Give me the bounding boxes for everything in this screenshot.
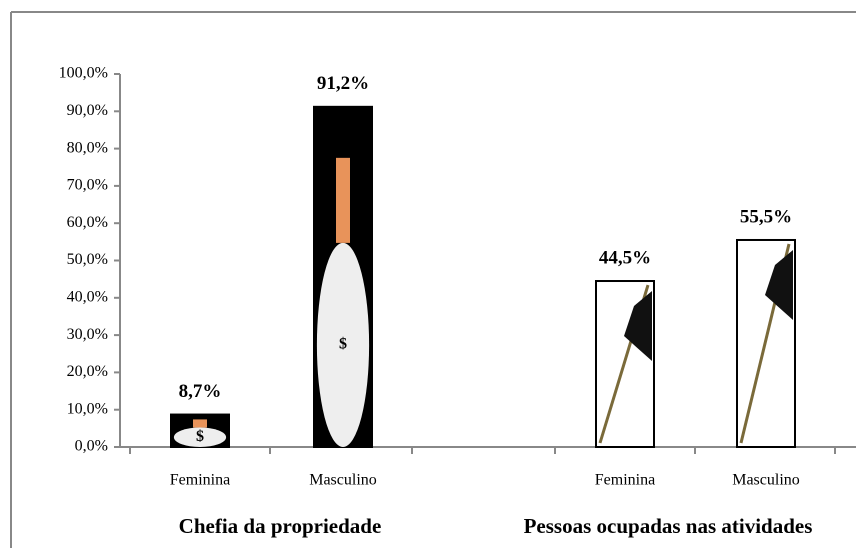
value-label: 44,5%: [599, 247, 651, 268]
money-bag: [173, 427, 227, 448]
x-tick-label: Masculino: [732, 472, 800, 489]
group-label: Pessoas ocupadas nas atividades: [524, 514, 813, 538]
x-tick-label: Masculino: [309, 472, 377, 489]
y-tick-label: 60,0%: [67, 214, 108, 231]
y-tick-label: 20,0%: [67, 363, 108, 380]
y-tick-label: 0,0%: [75, 438, 108, 455]
value-label: 91,2%: [317, 73, 369, 94]
dollar-icon: $: [339, 336, 347, 353]
bag-tie: [336, 157, 350, 243]
y-tick-label: 90,0%: [67, 102, 108, 119]
y-tick-label: 10,0%: [67, 400, 108, 417]
value-label: 8,7%: [179, 381, 222, 402]
y-tick-label: 40,0%: [67, 288, 108, 305]
y-tick-label: 50,0%: [67, 251, 108, 268]
y-tick-label: 80,0%: [67, 139, 108, 156]
x-tick-label: Feminina: [170, 472, 230, 489]
y-tick-label: 100,0%: [59, 65, 108, 82]
dollar-icon: $: [196, 428, 204, 445]
y-tick-label: 30,0%: [67, 326, 108, 343]
flag: [624, 291, 652, 362]
group-label: Chefia da propriedade: [179, 514, 382, 538]
x-tick-label: Feminina: [595, 472, 655, 489]
bar-picture: $: [173, 419, 227, 448]
bar-picture: $: [316, 157, 370, 447]
value-label: 55,5%: [740, 206, 792, 227]
y-tick-label: 70,0%: [67, 177, 108, 194]
money-bag: [316, 242, 370, 447]
flag: [765, 249, 793, 320]
bag-tie: [193, 419, 207, 428]
